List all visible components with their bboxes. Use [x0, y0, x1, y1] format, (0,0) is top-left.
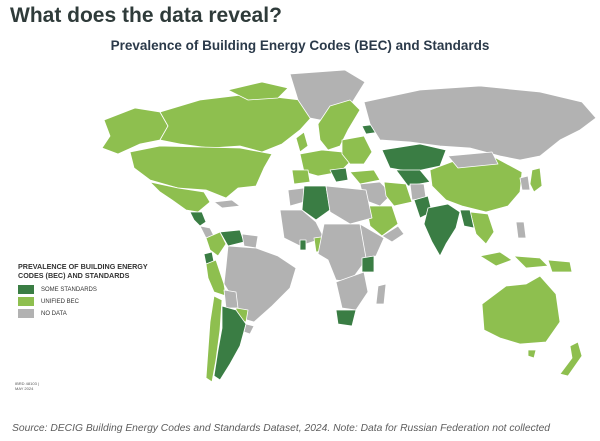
region-turkey: [349, 169, 381, 185]
region-iberia: [291, 169, 311, 185]
region-central-asia: [395, 169, 431, 187]
legend-label: SOME STANDARDS: [41, 286, 97, 293]
region-indonesia-west: [479, 251, 513, 267]
legend-label: NO DATA: [41, 310, 67, 317]
region-madagascar: [375, 283, 387, 305]
legend-item-some-standards: SOME STANDARDS: [18, 285, 168, 294]
region-bolivia: [223, 289, 239, 309]
source-note: Source: DECIG Building Energy Codes and …: [12, 423, 551, 434]
region-papua: [547, 259, 573, 273]
region-korea: [519, 175, 531, 191]
region-uk: [295, 131, 309, 153]
legend-swatch-no-data: [18, 309, 34, 318]
region-saudi-arabia: [365, 205, 399, 237]
legend-swatch-some-standards: [18, 285, 34, 294]
page-heading: What does the data reveal?: [10, 4, 282, 27]
region-ghana: [299, 239, 307, 251]
legend-item-no-data: NO DATA: [18, 309, 168, 318]
world-map: [0, 60, 600, 400]
region-south-africa: [335, 309, 357, 327]
region-north-africa: [325, 185, 373, 225]
region-southern-africa: [335, 271, 369, 311]
region-colombia: [205, 231, 227, 257]
region-algeria: [301, 185, 331, 221]
legend-swatch-unified-bec: [18, 297, 34, 306]
map-reference-id: IBRD 48103 |: [15, 381, 39, 386]
region-philippines: [515, 221, 527, 239]
region-peru: [205, 259, 227, 297]
region-east-africa: [359, 223, 385, 259]
region-japan: [529, 167, 543, 193]
map-title: Prevalence of Building Energy Codes (BEC…: [110, 38, 490, 53]
region-arctic-islands: [227, 81, 289, 101]
region-india: [423, 203, 461, 257]
region-russia: [363, 85, 597, 161]
region-balkans: [329, 167, 349, 183]
legend: PREVALENCE OF BUILDING ENERGY CODES (BEC…: [18, 262, 168, 321]
region-kenya: [361, 255, 375, 273]
region-mongolia: [447, 151, 499, 169]
legend-title: PREVALENCE OF BUILDING ENERGY CODES (BEC…: [18, 262, 148, 280]
region-indonesia-east: [513, 255, 549, 269]
region-tasmania: [527, 349, 537, 359]
region-brazil: [223, 245, 297, 323]
map-reference-date: MAY 2024: [15, 386, 34, 391]
map-reference-note: IBRD 48103 | MAY 2024: [15, 381, 39, 391]
legend-label: UNIFIED BEC: [41, 298, 80, 305]
region-canada: [159, 93, 319, 153]
region-guianas: [241, 233, 259, 249]
region-usa: [129, 145, 273, 199]
region-yemen-oman: [381, 225, 405, 243]
region-eastern-europe: [341, 135, 373, 165]
region-argentina: [213, 305, 247, 381]
region-southeast-asia: [469, 211, 495, 245]
legend-item-unified-bec: UNIFIED BEC: [18, 297, 168, 306]
region-alaska: [101, 107, 169, 155]
region-morocco: [287, 187, 305, 207]
region-myanmar: [459, 209, 475, 229]
region-scandinavia: [317, 99, 361, 151]
region-central-america: [189, 211, 207, 227]
region-new-zealand: [559, 341, 583, 377]
region-iran: [383, 181, 413, 207]
region-australia: [481, 275, 561, 345]
region-chile: [205, 295, 223, 383]
region-caribbean: [213, 199, 241, 209]
region-uruguay: [243, 323, 255, 335]
